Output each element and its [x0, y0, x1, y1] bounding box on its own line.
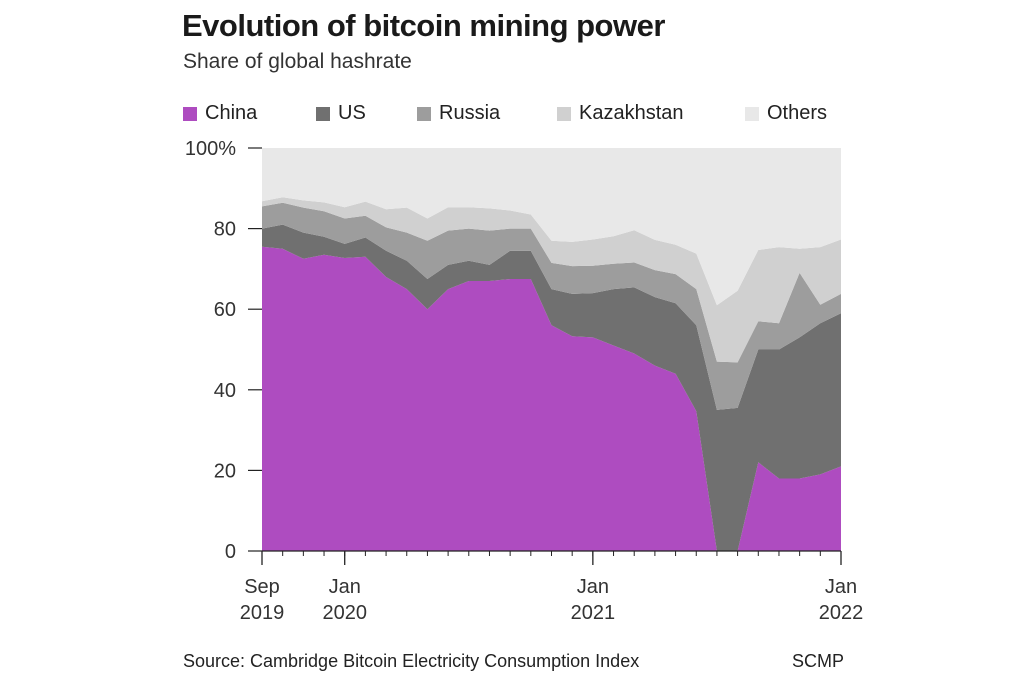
legend-label-russia: Russia [439, 102, 501, 124]
legend-swatch-russia [417, 106, 431, 121]
legend-label-us: US [338, 102, 366, 124]
y-tick-label-20: 20 [214, 460, 236, 482]
area-others [262, 148, 841, 306]
x-tick-label-month: Jan [329, 576, 361, 598]
x-tick-label-year: 2022 [819, 602, 864, 624]
legend-item-china: China [183, 102, 257, 125]
x-tick-label-year: 2019 [240, 602, 285, 624]
y-tick-label-40: 40 [214, 380, 236, 402]
area-china [262, 246, 841, 551]
y-tick-label-0: 0 [225, 541, 236, 563]
legend-label-china: China [205, 102, 258, 124]
x-tick-label-year: 2020 [322, 602, 367, 624]
legend-item-us: US [316, 102, 366, 125]
legend-item-others: Others [745, 102, 827, 125]
y-tick-label-100: 100% [185, 138, 236, 160]
source-note: Source: Cambridge Bitcoin Electricity Co… [183, 651, 640, 671]
legend-item-kazakhstan: Kazakhstan [557, 102, 684, 125]
area-us [262, 224, 841, 551]
x-tick-label-month: Sep [244, 576, 280, 598]
legend-swatch-others [745, 106, 759, 121]
legend-label-others: Others [767, 102, 828, 124]
x-tick-label-month: Jan [577, 576, 609, 598]
legend-swatch-us [316, 106, 330, 121]
legend-swatch-china [183, 106, 197, 121]
x-tick-label-month: Jan [825, 576, 857, 598]
chart-subtitle: Share of global hashrate [183, 50, 412, 73]
credit-label: SCMP [792, 651, 845, 671]
chart-title: Evolution of bitcoin mining power [182, 8, 665, 43]
legend-label-kazakhstan: Kazakhstan [579, 102, 684, 124]
area-russia [262, 202, 841, 410]
x-tick-label-year: 2021 [571, 602, 616, 624]
legend-item-russia: Russia [417, 102, 500, 125]
legend-swatch-kazakhstan [557, 106, 571, 121]
y-tick-label-60: 60 [214, 299, 236, 321]
y-tick-label-80: 80 [214, 219, 236, 241]
legend: China US Russia Kazakhstan Others [183, 102, 883, 128]
